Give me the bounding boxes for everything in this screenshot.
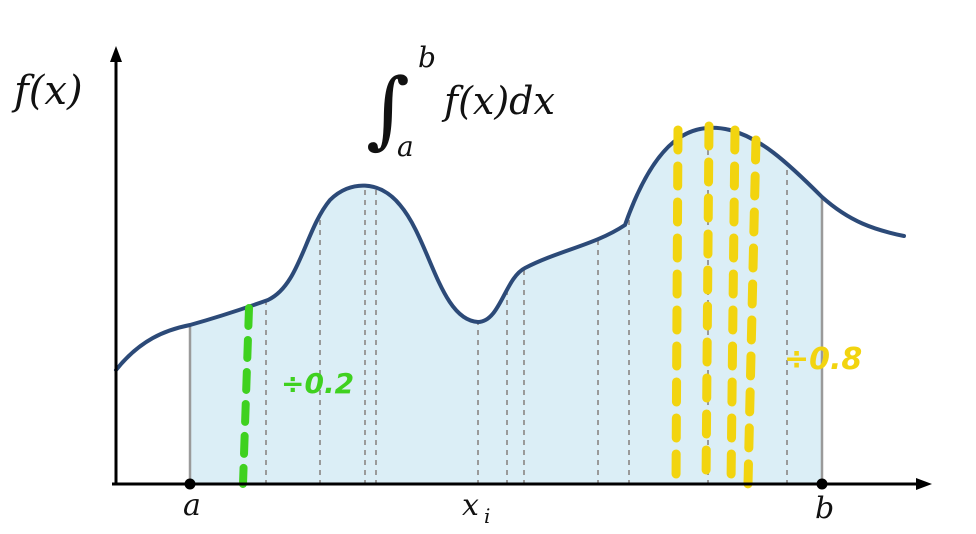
- green-dashed-marker: [239, 304, 253, 488]
- right-division-note: ÷0.8: [784, 342, 862, 377]
- yellow-dashed-marker: [743, 135, 761, 489]
- integrand: f(x)dx: [441, 79, 555, 123]
- integral-upper-limit: b: [418, 41, 436, 74]
- x-label-xi: x: [462, 488, 479, 523]
- left-division-note: ÷0.2: [281, 367, 354, 400]
- area-under-curve: [190, 127, 822, 485]
- x-label-xi-subscript: i: [484, 504, 490, 528]
- yellow-dashed-marker: [671, 125, 683, 489]
- point-b-dot: [816, 478, 828, 490]
- yellow-dashed-marker: [726, 125, 740, 489]
- x-axis-arrowhead: [916, 478, 932, 490]
- point-a-dot: [184, 478, 196, 490]
- x-label-a: a: [183, 488, 201, 523]
- integral-sign: ∫: [366, 60, 410, 158]
- integral-expression: ∫ b a f(x)dx: [366, 41, 555, 163]
- yellow-dashed-marker: [701, 121, 714, 489]
- y-axis-label: f(x): [11, 68, 83, 114]
- x-label-b: b: [815, 491, 834, 526]
- integral-lower-limit: a: [397, 130, 414, 163]
- function-curve: [114, 125, 906, 372]
- y-axis-arrowhead: [110, 46, 122, 62]
- yellow-dashed-markers: [671, 121, 761, 489]
